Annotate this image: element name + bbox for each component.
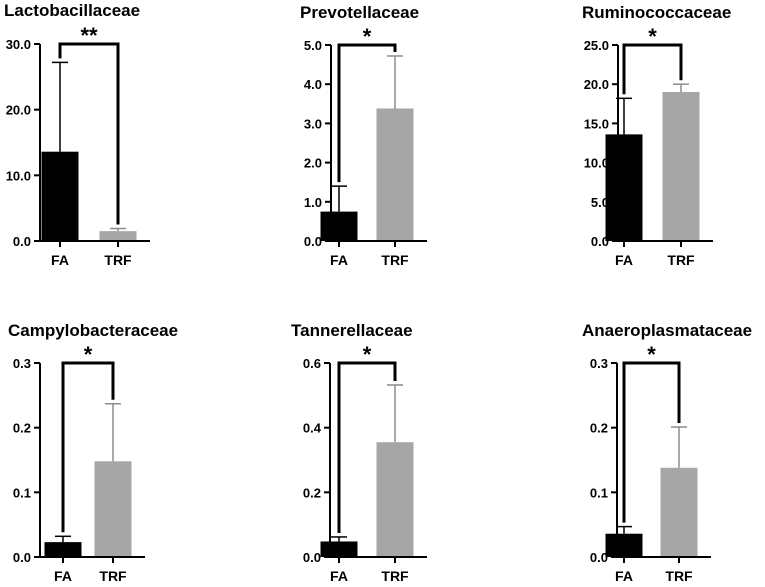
category-label: FA [615, 252, 633, 268]
y-tick-label: 20.0 [584, 77, 609, 92]
y-tick-label: 0.0 [13, 234, 31, 249]
category-label: TRF [665, 568, 693, 584]
category-label: FA [51, 252, 69, 268]
panel-title: Campylobacteraceae [8, 321, 178, 340]
significance-bracket [337, 361, 397, 533]
y-tick-label: 5.0 [304, 38, 322, 53]
panel-title: Prevotellaceae [300, 3, 419, 22]
category-label: TRF [381, 568, 409, 584]
significance-bracket [58, 42, 120, 225]
significance-marker: ** [80, 23, 98, 48]
y-tick-label: 5.0 [591, 195, 609, 210]
category-label: FA [615, 568, 633, 584]
panel-title: Ruminococcaceae [582, 3, 731, 22]
significance-marker: * [84, 342, 93, 367]
category-label: TRF [104, 252, 132, 268]
y-tick-label: 0.0 [590, 550, 608, 565]
bar-trf [662, 92, 700, 241]
bar-fa [605, 134, 643, 241]
bar-trf [376, 442, 414, 557]
bar-trf [660, 467, 698, 557]
y-tick-label: 4.0 [304, 77, 322, 92]
y-tick-label: 20.0 [6, 103, 31, 118]
y-tick-label: 1.0 [304, 195, 322, 210]
y-tick-label: 0.1 [590, 485, 608, 500]
category-label: TRF [667, 252, 695, 268]
category-label: TRF [381, 252, 409, 268]
category-label: TRF [99, 568, 127, 584]
significance-marker: * [648, 24, 657, 49]
panel-title: Lactobacillaceae [4, 1, 140, 20]
y-tick-label: 0.0 [303, 550, 321, 565]
y-tick-label: 0.2 [590, 421, 608, 436]
y-tick-label: 0.0 [304, 234, 322, 249]
bar-fa [320, 541, 358, 557]
significance-marker: * [647, 342, 656, 367]
bar-fa [605, 533, 643, 557]
y-tick-label: 0.3 [590, 356, 608, 371]
category-label: FA [54, 568, 72, 584]
category-label: FA [330, 568, 348, 584]
significance-marker: * [363, 342, 372, 367]
y-tick-label: 2.0 [304, 156, 322, 171]
category-label: FA [330, 252, 348, 268]
y-tick-label: 0.4 [303, 421, 322, 436]
y-tick-label: 25.0 [584, 38, 609, 53]
y-tick-label: 3.0 [304, 116, 322, 131]
y-tick-label: 0.0 [13, 550, 31, 565]
significance-bracket [61, 361, 115, 533]
y-tick-label: 0.1 [13, 485, 31, 500]
bar-fa [44, 542, 82, 557]
bar-fa [41, 151, 79, 241]
bar-trf [99, 231, 137, 241]
significance-bracket [622, 361, 681, 523]
bar-trf [94, 461, 132, 557]
y-tick-label: 30.0 [6, 37, 31, 52]
significance-marker: * [363, 24, 372, 49]
significance-bracket [622, 43, 683, 95]
y-tick-label: 0.2 [303, 485, 321, 500]
y-tick-label: 0.6 [303, 356, 321, 371]
y-tick-label: 10.0 [584, 156, 609, 171]
y-tick-label: 0.0 [591, 234, 609, 249]
bar-fa [320, 211, 358, 241]
panel-title: Anaeroplasmataceae [582, 321, 752, 340]
bar-trf [376, 108, 414, 241]
panel-title: Tannerellaceae [291, 321, 413, 340]
y-tick-label: 0.2 [13, 421, 31, 436]
y-tick-label: 15.0 [584, 116, 609, 131]
y-tick-label: 10.0 [6, 168, 31, 183]
y-tick-label: 0.3 [13, 356, 31, 371]
significance-bracket [337, 43, 397, 183]
